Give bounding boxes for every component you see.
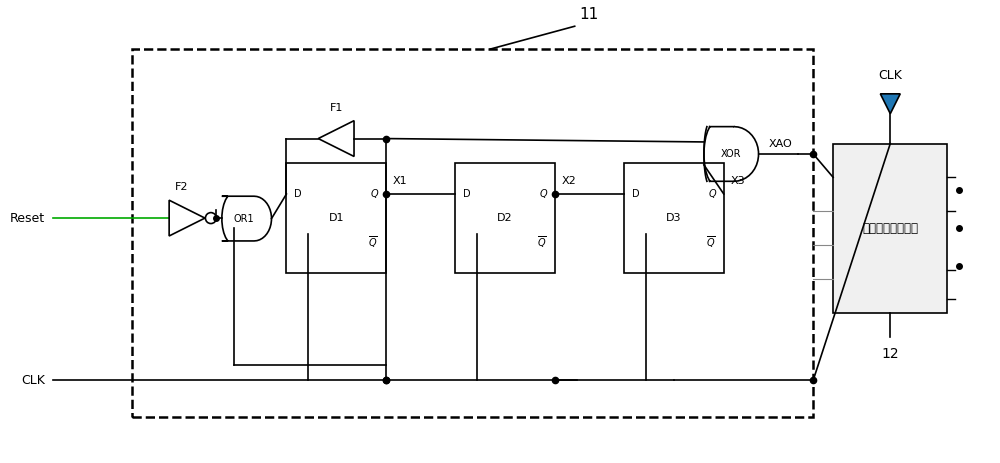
Text: X2: X2 xyxy=(562,176,577,186)
Text: X1: X1 xyxy=(393,176,407,186)
Text: X3: X3 xyxy=(731,176,745,186)
Text: D2: D2 xyxy=(497,213,513,223)
Polygon shape xyxy=(880,94,900,114)
Text: 复位信号输出模块: 复位信号输出模块 xyxy=(862,221,918,235)
Text: OR1: OR1 xyxy=(234,213,254,224)
Text: XOR: XOR xyxy=(721,149,741,159)
Text: F1: F1 xyxy=(329,103,343,113)
Text: D: D xyxy=(463,189,471,199)
FancyBboxPatch shape xyxy=(286,163,386,273)
Text: XAO: XAO xyxy=(769,139,792,149)
Text: D1: D1 xyxy=(328,213,344,223)
Text: Q: Q xyxy=(370,189,378,199)
Text: $\overline{Q}$: $\overline{Q}$ xyxy=(706,234,716,250)
FancyBboxPatch shape xyxy=(624,163,724,273)
Text: D: D xyxy=(294,189,302,199)
Text: Reset: Reset xyxy=(10,212,45,225)
Text: D3: D3 xyxy=(666,213,682,223)
Text: 12: 12 xyxy=(881,347,899,361)
Text: $\overline{Q}$: $\overline{Q}$ xyxy=(537,234,547,250)
Text: Q: Q xyxy=(539,189,547,199)
FancyBboxPatch shape xyxy=(455,163,555,273)
Text: F2: F2 xyxy=(175,182,189,192)
Text: Q: Q xyxy=(708,189,716,199)
FancyBboxPatch shape xyxy=(833,144,947,313)
Text: CLK: CLK xyxy=(878,69,902,82)
Text: CLK: CLK xyxy=(21,374,45,387)
Text: $\overline{Q}$: $\overline{Q}$ xyxy=(368,234,378,250)
Text: D: D xyxy=(632,189,640,199)
Text: 11: 11 xyxy=(580,7,599,22)
